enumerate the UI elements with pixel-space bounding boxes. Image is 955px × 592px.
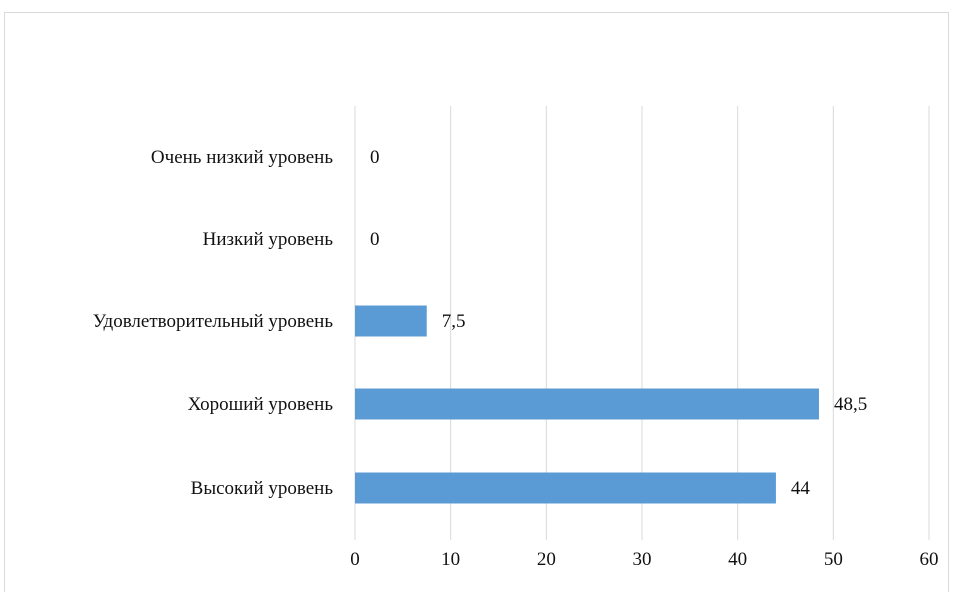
category-label: Очень низкий уровень — [151, 147, 333, 168]
x-tick-label: 10 — [441, 549, 460, 570]
labels: 0 10 20 30 40 50 60 Очень низкий уровень 0 Низкий… — [93, 147, 939, 570]
x-tick-label: 0 — [350, 549, 360, 570]
bar-chart: 0 10 20 30 40 50 60 Очень низкий уровень 0 Низкий… — [93, 106, 939, 570]
value-label: 44 — [791, 478, 811, 499]
x-tick-label: 20 — [537, 549, 556, 570]
category-label: Высокий уровень — [191, 478, 334, 499]
value-label: 48,5 — [834, 394, 867, 415]
bar-3 — [355, 305, 427, 337]
bar-4 — [355, 388, 819, 420]
value-label: 0 — [370, 229, 380, 250]
x-tick-label: 60 — [920, 549, 939, 570]
value-label: 7,5 — [442, 311, 466, 332]
category-label: Удовлетворительный уровень — [93, 311, 334, 332]
gridlines — [354, 106, 930, 540]
value-label: 0 — [370, 147, 380, 168]
x-tick-label: 30 — [633, 549, 652, 570]
chart-frame — [4, 12, 949, 592]
bars — [355, 305, 819, 504]
bar-5 — [355, 472, 776, 504]
x-tick-label: 40 — [728, 549, 747, 570]
category-label: Хороший уровень — [188, 394, 334, 415]
category-label: Низкий уровень — [203, 229, 334, 250]
x-tick-label: 50 — [824, 549, 843, 570]
